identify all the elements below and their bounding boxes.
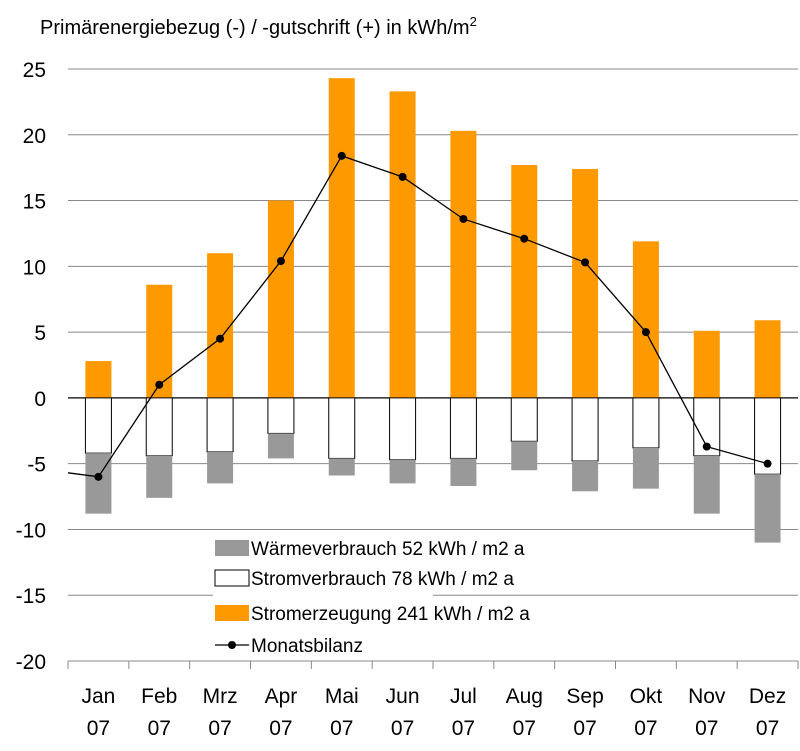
y-axis-tick-labels: 25 20 15 10 5 0 -5 -10 -15 -20	[16, 59, 46, 674]
bar-waermeverbrauch	[207, 451, 234, 484]
x-axis: Jan 07 Feb 07 Mrz 07 Apr 07 Mai 07 Jun 07 Jul 07 Aug 07…	[67, 661, 799, 740]
bar-stromverbrauch	[449, 397, 477, 459]
bar-stromerzeugung	[754, 320, 781, 398]
chart-title-main: Primärenergiebezug (-) / -gutschrift (+)…	[40, 17, 470, 39]
x-tick-label-year: 07	[513, 717, 536, 740]
bar-waermeverbrauch	[572, 461, 599, 492]
bar-waermeverbrauch	[328, 458, 355, 476]
legend-swatch	[215, 605, 249, 621]
y-tick-label: 20	[23, 125, 46, 148]
bar-stromerzeugung	[328, 78, 355, 398]
y-tick-label: -10	[16, 519, 46, 542]
bar-waermeverbrauch	[267, 433, 294, 459]
bar-waermeverbrauch	[389, 459, 416, 484]
x-tick-label-year: 07	[269, 717, 292, 740]
bar-stromerzeugung	[267, 200, 294, 398]
bar-waermeverbrauch	[450, 458, 477, 487]
legend-swatch	[215, 540, 249, 556]
bar-stromerzeugung	[693, 330, 720, 398]
bar-stromverbrauch	[84, 397, 112, 454]
monatsbilanz-point	[155, 380, 164, 389]
x-tick-label: Mai	[325, 685, 359, 708]
y-tick-label: 25	[23, 59, 46, 82]
y-tick-label: -20	[16, 651, 46, 674]
x-tick-label-year: 07	[87, 717, 110, 740]
x-tick-label: Jul	[450, 685, 477, 708]
monatsbilanz-point	[276, 257, 285, 266]
bar-stromverbrauch	[206, 397, 234, 453]
x-tick-label-year: 07	[391, 717, 414, 740]
x-tick-label: Jan	[81, 685, 115, 708]
x-tick-label: Okt	[630, 685, 663, 708]
legend-background	[213, 531, 433, 657]
bar-waermeverbrauch	[754, 474, 781, 543]
monatsbilanz-point	[763, 459, 772, 468]
x-tick-label: Nov	[688, 685, 726, 708]
monatsbilanz-point	[641, 328, 650, 337]
legend-label: Stromverbrauch 78 kWh / m2 a	[251, 569, 514, 590]
y-tick-label: 0	[34, 388, 46, 411]
x-tick-label: Aug	[506, 685, 543, 708]
y-tick-label: 10	[23, 256, 46, 279]
bar-stromerzeugung	[85, 361, 112, 398]
x-tick-label-year: 07	[148, 717, 171, 740]
bar-stromverbrauch	[632, 397, 660, 449]
chart-title: Primärenergiebezug (-) / -gutschrift (+)…	[40, 14, 477, 39]
bars	[84, 78, 782, 543]
monatsbilanz-path	[67, 155, 768, 478]
monatsbilanz-point	[398, 172, 407, 181]
x-tick-label: Sep	[566, 685, 603, 708]
bar-waermeverbrauch	[146, 455, 173, 498]
monatsbilanz-point	[581, 258, 590, 267]
monatsbilanz-point	[520, 234, 529, 243]
bar-stromverbrauch	[267, 397, 295, 434]
legend: Wärmeverbrauch 52 kWh / m2 a Stromverbrau…	[213, 531, 530, 657]
x-tick-label-year: 07	[756, 717, 779, 740]
legend-swatch	[214, 569, 250, 587]
monatsbilanz-line	[67, 151, 772, 481]
y-tick-label: -15	[16, 585, 46, 608]
x-tick-label-year: 07	[573, 717, 596, 740]
x-tick-label-year: 07	[695, 717, 718, 740]
bar-stromerzeugung	[572, 168, 599, 398]
y-tick-label: 15	[23, 191, 46, 214]
monatsbilanz-point	[702, 442, 711, 451]
bar-stromverbrauch	[328, 397, 356, 459]
bar-stromerzeugung	[207, 253, 234, 398]
bar-waermeverbrauch	[632, 447, 659, 489]
monatsbilanz-point	[216, 334, 225, 343]
bar-stromerzeugung	[389, 91, 416, 398]
monatsbilanz-point	[94, 472, 103, 481]
x-tick-label: Feb	[141, 685, 177, 708]
x-tick-label-year: 07	[452, 717, 475, 740]
x-tick-label: Apr	[265, 685, 298, 708]
legend-label: Stromerzeugung 241 kWh / m2 a	[251, 604, 530, 625]
bar-stromerzeugung	[632, 241, 659, 398]
bar-stromverbrauch	[389, 397, 417, 461]
bar-stromverbrauch	[571, 397, 599, 462]
x-tick-label: Mrz	[203, 685, 238, 708]
legend-swatch-marker	[228, 641, 236, 649]
bar-stromerzeugung	[146, 284, 173, 398]
monatsbilanz-point	[459, 214, 468, 223]
chart-title-superscript: 2	[470, 14, 477, 29]
legend-label: Wärmeverbrauch 52 kWh / m2 a	[251, 539, 525, 560]
bar-stromverbrauch	[510, 397, 538, 442]
x-tick-label-year: 07	[208, 717, 231, 740]
bar-waermeverbrauch	[693, 455, 720, 514]
x-tick-label-year: 07	[634, 717, 657, 740]
bar-stromverbrauch	[145, 397, 173, 457]
bar-waermeverbrauch	[511, 441, 538, 471]
y-tick-label: -5	[27, 454, 46, 477]
x-tick-label: Dez	[749, 685, 786, 708]
bar-stromerzeugung	[450, 130, 477, 398]
x-tick-label: Jun	[386, 685, 420, 708]
monatsbilanz-point	[337, 151, 346, 160]
legend-label: Monatsbilanz	[251, 636, 363, 657]
y-tick-label: 5	[34, 322, 46, 345]
bar-stromerzeugung	[511, 165, 538, 398]
x-tick-label-year: 07	[330, 717, 353, 740]
